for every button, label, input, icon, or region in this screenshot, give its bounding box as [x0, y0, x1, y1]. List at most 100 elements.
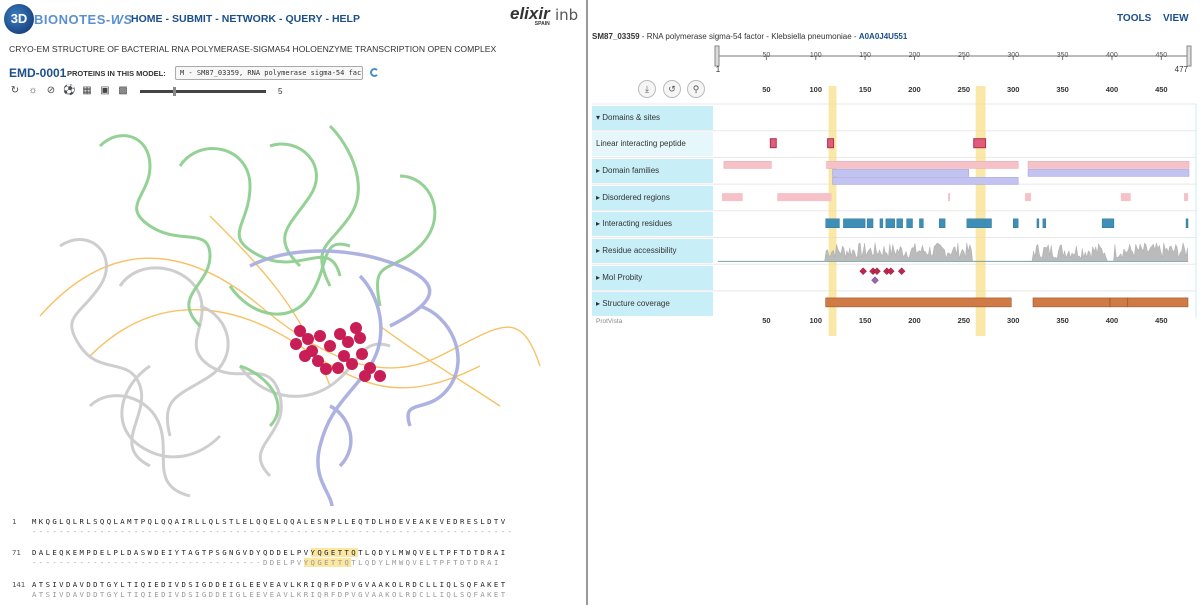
interacting-residue-feature[interactable] [1101, 218, 1115, 229]
range-handle-right[interactable] [1186, 45, 1192, 67]
interacting-residue-feature[interactable] [919, 218, 924, 229]
residue-sphere[interactable] [356, 348, 368, 360]
linear-peptide-feature[interactable] [973, 138, 987, 149]
panel-divider[interactable] [586, 0, 588, 605]
molprobity-marker[interactable] [871, 276, 879, 284]
track-label-residue-accessibility[interactable]: ▸ Residue accessibility [592, 239, 713, 263]
interacting-residue-feature[interactable] [1042, 218, 1047, 229]
residue-sphere[interactable] [354, 332, 366, 344]
interacting-residue-feature[interactable] [885, 218, 895, 229]
eye-slash-icon[interactable]: ⊘ [46, 85, 56, 96]
reset-icon[interactable]: ↻ [10, 85, 20, 96]
domain-family-feature[interactable] [826, 161, 1019, 169]
bionotes-wordmark[interactable]: BIONOTES-WS [34, 12, 133, 27]
disordered-region-feature[interactable] [721, 193, 743, 202]
zoom-icon[interactable]: ⚲ [687, 80, 705, 98]
level-slider[interactable] [140, 87, 266, 96]
residue-sphere[interactable] [312, 355, 324, 367]
residue-sphere[interactable] [350, 322, 362, 334]
track-label-mol-probity[interactable]: ▸ Mol Probity [592, 265, 713, 290]
chain-select[interactable]: M - SM87_03359, RNA polymerase sigma-54 … [175, 66, 363, 80]
nav-network[interactable]: NETWORK [221, 13, 276, 25]
domain-family-feature[interactable] [1027, 169, 1190, 177]
nav-help[interactable]: HELP [331, 13, 360, 25]
disordered-region-feature[interactable] [1184, 193, 1188, 202]
soccer-ball-icon[interactable]: ⚽ [63, 85, 76, 96]
interacting-residue-feature[interactable] [938, 218, 946, 229]
residue-sphere[interactable] [299, 350, 311, 362]
table-icon[interactable]: ▦ [82, 85, 92, 96]
reset-view-icon[interactable]: ↺ [663, 80, 681, 98]
domain-family-feature[interactable] [1027, 161, 1190, 169]
interacting-residue-feature[interactable] [1013, 218, 1019, 229]
view-menu[interactable]: VIEW [1163, 13, 1189, 24]
molprobity-marker[interactable] [859, 267, 867, 275]
emd-id[interactable]: EMD-0001 [9, 66, 67, 80]
interacting-residue-feature[interactable] [879, 218, 884, 229]
linear-peptide-feature[interactable] [827, 138, 835, 149]
slider-thumb[interactable] [172, 87, 176, 96]
inb-logo[interactable]: inb [555, 6, 579, 24]
residue-sphere[interactable] [332, 362, 344, 374]
structure-coverage-feature[interactable] [825, 297, 1012, 308]
download-icon[interactable]: ⤓ [638, 80, 656, 98]
camera-icon[interactable]: ▣ [100, 85, 110, 96]
save-icon[interactable]: ▩ [118, 85, 128, 96]
track-label-disordered-regions[interactable]: ▸ Disordered regions [592, 185, 713, 210]
interacting-residue-feature[interactable] [966, 218, 992, 229]
disordered-region-feature[interactable] [777, 193, 832, 202]
domain-family-feature[interactable] [832, 169, 970, 177]
residue-sphere[interactable] [294, 325, 306, 337]
residue-sphere[interactable] [342, 336, 354, 348]
residue-sphere[interactable] [314, 330, 326, 342]
track-label-domain-families[interactable]: ▸ Domain families [592, 158, 713, 183]
molprobity-marker[interactable] [887, 267, 895, 275]
structure-coverage-feature[interactable] [1127, 297, 1189, 308]
molprobity-marker[interactable] [873, 267, 881, 275]
elixir-logo[interactable]: elixir SPAIN [510, 4, 550, 27]
protvista-tracks[interactable]: 50 50 50 100 100 100 150 150 150 200 200 200 250 250 2… [588, 0, 1200, 340]
interacting-residue-feature[interactable] [825, 218, 840, 229]
structure-coverage-feature[interactable] [1109, 297, 1129, 308]
interacting-residue-feature[interactable] [1036, 218, 1040, 229]
domain-family-feature[interactable] [832, 177, 1019, 185]
brightness-icon[interactable]: ☼ [28, 85, 38, 96]
molprobity-marker[interactable] [897, 267, 906, 275]
nav-query[interactable]: QUERY [285, 13, 323, 25]
residue-sphere[interactable] [338, 350, 350, 362]
residue-accessibility-profile[interactable] [717, 242, 1189, 262]
disordered-region-feature[interactable] [948, 193, 951, 202]
nav-submit[interactable]: SUBMIT [172, 13, 213, 25]
linear-peptide-feature[interactable] [769, 138, 777, 149]
residue-sphere[interactable] [359, 370, 371, 382]
sequence-residues[interactable]: DALEQKEMPDELPLDASWDEIYTAGTPSGNGVDYQDDELP… [32, 548, 508, 557]
disordered-region-feature[interactable] [1025, 193, 1032, 202]
interacting-residue-feature[interactable] [843, 218, 866, 229]
molecule-viewer[interactable] [0, 106, 586, 506]
track-label-linear-interacting-peptide[interactable]: Linear interacting peptide [592, 132, 713, 157]
interacting-residue-feature[interactable] [866, 218, 874, 229]
track-label-structure-coverage[interactable]: ▸ Structure coverage [592, 292, 713, 317]
interacting-residue-feature[interactable] [1185, 218, 1189, 229]
interacting-residue-feature[interactable] [906, 218, 913, 229]
nav-home[interactable]: HOME [131, 13, 163, 25]
tools-menu[interactable]: TOOLS [1117, 13, 1152, 24]
domain-family-feature[interactable] [723, 161, 772, 169]
sequence-residues[interactable]: MKQGLQLRLSQQLAMTPQLQQAIRLLQLSTLELQQELQQA… [32, 517, 508, 526]
track-label-interacting-residues[interactable]: ▸ Interacting residues [592, 212, 713, 237]
residue-sphere[interactable] [346, 358, 358, 370]
disordered-region-feature[interactable] [1120, 193, 1131, 202]
sequence-residues[interactable]: ATSIVDAVDDTGYLTIQIEDIVDSIGDDEIGLEEVEAVLK… [32, 580, 508, 589]
structure-coverage-feature[interactable] [1032, 297, 1111, 308]
residue-sphere[interactable] [302, 333, 314, 345]
range-handle-left[interactable] [714, 45, 720, 67]
residue-sphere[interactable] [320, 363, 332, 375]
residue-sphere[interactable] [374, 370, 386, 382]
residue-sphere[interactable] [290, 338, 302, 350]
residue-sphere[interactable] [324, 340, 336, 352]
highlighted-residues[interactable]: YQGETTQ [310, 548, 359, 557]
bionotes-logo[interactable]: 3D [4, 4, 34, 34]
interacting-residue-feature[interactable] [896, 218, 903, 229]
track-label-domains-sites[interactable]: ▾ Domains & sites [592, 105, 713, 130]
uniprot-accession[interactable]: A0A0J4U551 [858, 32, 908, 41]
